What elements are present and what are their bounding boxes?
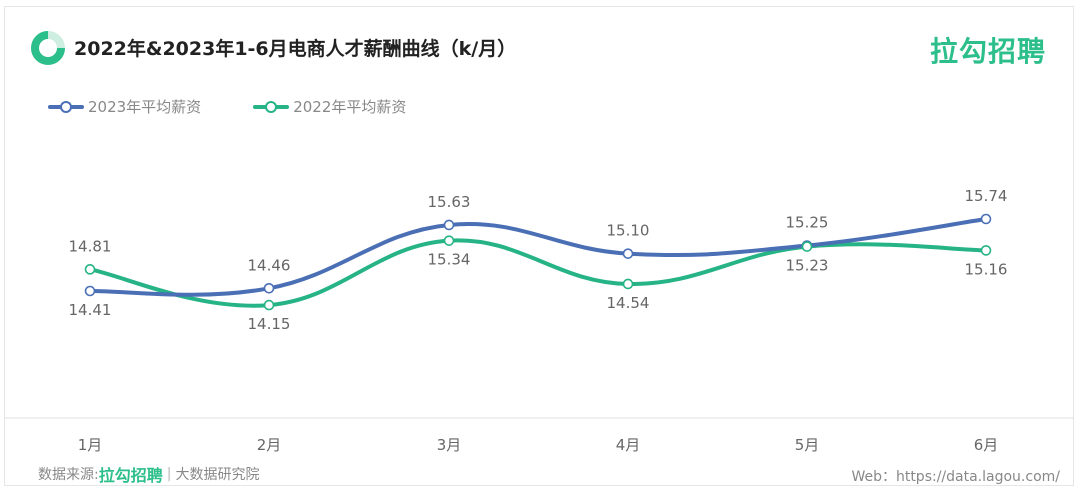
series-line-2023 [88, 217, 988, 297]
data-point-2023-4 [622, 248, 634, 259]
legend-label-2022: 2022年平均薪资 [293, 98, 407, 116]
data-label-2022-6: 15.16 [965, 260, 1008, 278]
data-point-2022-1 [84, 264, 96, 275]
source-label: 数据来源: [38, 467, 99, 483]
data-label-2022-1: 14.81 [69, 237, 112, 255]
data-label-2023-1: 14.41 [69, 301, 112, 319]
brand-logo-icon [31, 31, 65, 65]
data-point-2022-2 [263, 299, 275, 311]
x-tick-label-5: 5月 [795, 436, 820, 454]
data-point-2023-2 [263, 282, 275, 294]
source-separator: | [166, 466, 172, 482]
series-line-2022 [88, 238, 988, 308]
data-point-2022-6 [980, 245, 992, 256]
data-point-2022-3 [443, 235, 455, 246]
web-link[interactable]: Web：https://data.lagou.com/ [851, 469, 1060, 485]
data-source: 数据来源: 拉勾招聘 | 大数据研究院 [38, 462, 259, 486]
data-point-2023-6 [980, 213, 992, 225]
x-tick-label-2: 2月 [257, 436, 282, 454]
brand-logo: 拉勾招聘 [929, 35, 1046, 68]
data-point-2022-5 [801, 241, 813, 252]
source-org: 大数据研究院 [175, 467, 260, 483]
data-label-2022-2: 14.15 [248, 315, 291, 333]
data-label-2023-3: 15.63 [428, 193, 471, 211]
data-point-2023-1 [84, 285, 96, 297]
data-label-2023-2: 14.46 [248, 256, 291, 274]
legend-item-2022: 2022年平均薪资 [253, 96, 406, 117]
data-label-2022-4: 14.54 [607, 294, 650, 312]
source-brand: 拉勾招聘 [98, 466, 163, 485]
data-point-2023-3 [443, 219, 455, 231]
data-label-2023-6: 15.74 [965, 187, 1008, 205]
legend-swatch-2022 [253, 100, 290, 114]
x-tick-label-1: 1月 [78, 436, 103, 454]
x-tick-label-6: 6月 [974, 436, 999, 454]
legend-label-2023: 2023年平均薪资 [88, 98, 202, 116]
legend-swatch-2023 [48, 100, 84, 114]
legend: 2023年平均薪资 2022年平均薪资 [48, 96, 406, 117]
data-label-2023-5: 15.25 [786, 214, 829, 232]
data-label-2022-3: 15.34 [428, 251, 471, 269]
x-tick-label-4: 4月 [616, 436, 641, 454]
data-label-2022-5: 15.23 [786, 257, 829, 275]
legend-item-2023: 2023年平均薪资 [48, 96, 201, 117]
x-tick-label-3: 3月 [437, 436, 462, 454]
chart-title: 2022年&2023年1-6月电商人才薪酬曲线（k/月） [74, 38, 517, 60]
data-point-2022-4 [622, 278, 634, 290]
data-label-2023-4: 15.10 [607, 222, 650, 240]
